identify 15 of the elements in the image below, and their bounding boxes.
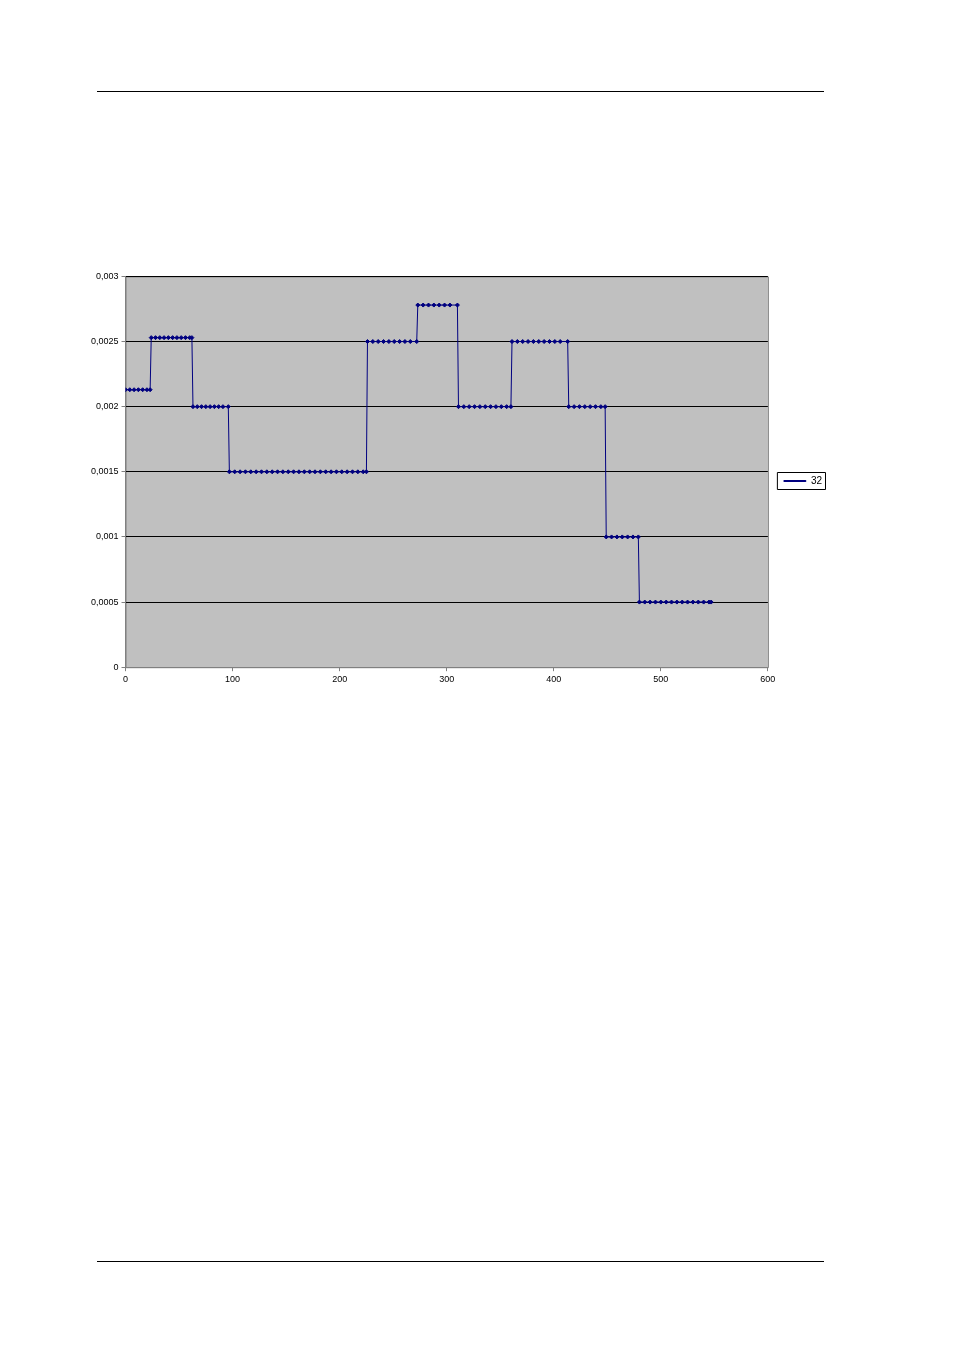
- x-tick-label: 300: [439, 674, 455, 685]
- y-tick-label: 0,0015: [91, 466, 119, 477]
- x-tick-label: 0: [123, 674, 129, 685]
- y-tick-label: 0,002: [96, 401, 119, 412]
- y-tick-label: 0: [113, 661, 119, 672]
- x-tick-label: 400: [546, 674, 562, 685]
- y-tick-label: 0,0025: [91, 336, 119, 347]
- y-tick-label: 0,003: [96, 270, 119, 281]
- x-tick-label: 200: [332, 674, 348, 685]
- x-tick-label: 600: [760, 674, 776, 685]
- x-tick-label: 100: [225, 674, 241, 685]
- x-tick-label: 500: [653, 674, 669, 685]
- legend-label: 32: [810, 474, 823, 486]
- y-tick-label: 0,0005: [91, 596, 119, 607]
- y-tick-label: 0,001: [96, 531, 119, 542]
